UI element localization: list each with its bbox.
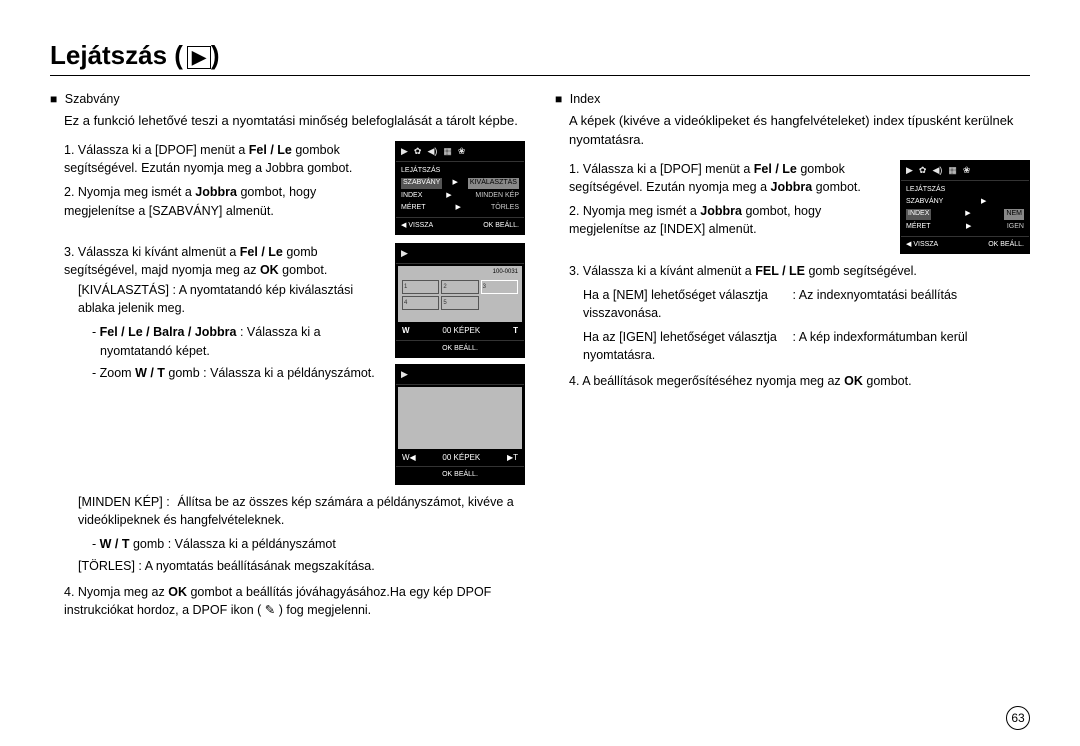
lcd3-wt: W◀ 00 KÉPEK ▶T bbox=[396, 449, 524, 467]
left-steps-1-2: 1. Válassza ki a [DPOF] menüt a Fel / Le… bbox=[64, 141, 525, 235]
lcd4-row4: MÉRET▶IGEN bbox=[906, 221, 1024, 233]
left-intro: Ez a funkció lehetővé teszi a nyomtatási… bbox=[64, 112, 525, 131]
lcd1-row4: MÉRET▶TÖRLES bbox=[401, 202, 519, 214]
left-opt-tor: [TÖRLES] : A nyomtatás beállításának meg… bbox=[78, 557, 525, 575]
right-section-header: ■ Index bbox=[555, 90, 1030, 108]
left-opt-min: [MINDEN KÉP] : Állítsa be az összes kép … bbox=[78, 493, 525, 529]
settings-icon: ❀ bbox=[458, 145, 466, 158]
lcd2-topbar: ▶ bbox=[396, 244, 524, 264]
grid-icon: ▦ bbox=[948, 164, 957, 177]
lcd1-menu: LEJÁTSZÁS SZABVÁNY▶KIVÁLASZTÁS INDEX▶MIN… bbox=[396, 162, 524, 217]
left-section-header: ■ Szabvány bbox=[50, 90, 525, 108]
left-opt-kiv: [KIVÁLASZTÁS] : A nyomtatandó kép kivála… bbox=[78, 281, 385, 317]
lcd4-footer: ◀ VISSZA OK BEÁLL. bbox=[901, 236, 1029, 253]
lcd3-topbar: ▶ bbox=[396, 365, 524, 385]
play-icon: ▶ bbox=[401, 247, 408, 260]
right-opt-igen: Ha az [IGEN] lehetőséget választja : A k… bbox=[583, 328, 1030, 364]
gear-icon: ✿ bbox=[414, 145, 422, 158]
left-column: ■ Szabvány Ez a funkció lehetővé teszi a… bbox=[50, 90, 525, 619]
lcd1-row1: LEJÁTSZÁS bbox=[401, 165, 519, 177]
left-step3: 3. Válassza ki kívánt almenüt a Fel / Le… bbox=[64, 243, 385, 279]
sound-icon: ◀) bbox=[932, 164, 942, 177]
right-step3: 3. Válassza ki a kívánt almenüt a FEL / … bbox=[569, 262, 1030, 280]
lcd2-wt: W 00 KÉPEK T bbox=[396, 322, 524, 340]
page-title: Lejátszás (▶) bbox=[50, 40, 1030, 71]
right-steps-1-2: 1. Válassza ki a [DPOF] menüt a Fel / Le… bbox=[569, 160, 1030, 254]
play-icon: ▶ bbox=[401, 368, 408, 381]
lcd2-grid: 100-0031 123 45 bbox=[398, 266, 522, 322]
left-dash2: - Zoom W / T gomb : Válassza ki a példán… bbox=[92, 364, 385, 382]
left-dash3: - W / T gomb : Válassza ki a példányszám… bbox=[92, 535, 525, 553]
left-section-title: Szabvány bbox=[65, 92, 120, 106]
lcd-screenshot-3: ▶ W◀ 00 KÉPEK ▶T OK BEÁLL. bbox=[395, 364, 525, 485]
settings-icon: ❀ bbox=[963, 164, 971, 177]
lcd3-single bbox=[398, 387, 522, 449]
bullet-icon: ■ bbox=[50, 92, 57, 106]
left-step2: 2. Nyomja meg ismét a Jobbra gombot, hog… bbox=[64, 183, 385, 219]
page-number: 63 bbox=[1006, 706, 1030, 730]
left-step1: 1. Válassza ki a [DPOF] menüt a Fel / Le… bbox=[64, 141, 385, 177]
dpof-icon: ✎ bbox=[265, 603, 275, 617]
right-step4: 4. A beállítások megerősítéséhez nyomja … bbox=[569, 372, 1030, 390]
lcd1-row3: INDEX▶MINDEN KÉP bbox=[401, 190, 519, 202]
right-step1: 1. Válassza ki a [DPOF] menüt a Fel / Le… bbox=[569, 160, 890, 196]
two-column-layout: ■ Szabvány Ez a funkció lehetővé teszi a… bbox=[50, 90, 1030, 619]
left-step3-row: 3. Válassza ki kívánt almenüt a Fel / Le… bbox=[64, 243, 525, 485]
gear-icon: ✿ bbox=[919, 164, 927, 177]
left-step4: 4. Nyomja meg az OK gombot a beállítás j… bbox=[64, 583, 525, 619]
bullet-icon: ■ bbox=[555, 92, 562, 106]
sound-icon: ◀) bbox=[427, 145, 437, 158]
lcd4-menu: LEJÁTSZÁS SZABVÁNY▶ INDEX▶NEM MÉRET▶IGEN bbox=[901, 181, 1029, 236]
grid-icon: ▦ bbox=[443, 145, 452, 158]
right-step-text: 1. Válassza ki a [DPOF] menüt a Fel / Le… bbox=[569, 160, 900, 239]
right-column: ■ Index A képek (kivéve a videóklipeket … bbox=[555, 90, 1030, 619]
title-rule bbox=[50, 75, 1030, 76]
lcd2-imgno: 100-0031 bbox=[493, 268, 518, 277]
lcd-stack: ▶ 100-0031 123 45 W 00 KÉPEK T OK BEÁLL. bbox=[395, 243, 525, 485]
lcd4-row2: SZABVÁNY▶ bbox=[906, 196, 1024, 208]
left-step-text: 1. Válassza ki a [DPOF] menüt a Fel / Le… bbox=[64, 141, 395, 220]
lcd3-footer: OK BEÁLL. bbox=[396, 466, 524, 483]
left-dash1: - Fel / Le / Balra / Jobbra : Válassza k… bbox=[92, 323, 385, 359]
lcd2-thumbs: 123 45 bbox=[402, 280, 518, 310]
right-intro: A képek (kivéve a videóklipeket és hangf… bbox=[569, 112, 1030, 150]
lcd-screenshot-1: ▶ ✿ ◀) ▦ ❀ LEJÁTSZÁS SZABVÁNY▶KIVÁLASZTÁS IN… bbox=[395, 141, 525, 235]
play-mode-icon: ▶ bbox=[187, 46, 211, 69]
lcd4-topbar: ▶ ✿ ◀) ▦ ❀ bbox=[901, 161, 1029, 181]
play-icon: ▶ bbox=[401, 145, 408, 158]
lcd2-footer: OK BEÁLL. bbox=[396, 340, 524, 357]
left-step3-text: 3. Válassza ki kívánt almenüt a Fel / Le… bbox=[64, 243, 395, 386]
lcd-screenshot-4: ▶ ✿ ◀) ▦ ❀ LEJÁTSZÁS SZABVÁNY▶ INDEX▶NEM MÉR… bbox=[900, 160, 1030, 254]
lcd-screenshot-2: ▶ 100-0031 123 45 W 00 KÉPEK T OK BEÁLL. bbox=[395, 243, 525, 358]
lcd4-row3: INDEX▶NEM bbox=[906, 208, 1024, 220]
right-step2: 2. Nyomja meg ismét a Jobbra gombot, hog… bbox=[569, 202, 890, 238]
right-opt-nem: Ha a [NEM] lehetőséget választja : Az in… bbox=[583, 286, 1030, 322]
right-section-title: Index bbox=[570, 92, 601, 106]
play-icon: ▶ bbox=[906, 164, 913, 177]
page-title-text: Lejátszás bbox=[50, 40, 167, 70]
lcd1-row2: SZABVÁNY▶KIVÁLASZTÁS bbox=[401, 177, 519, 189]
lcd1-footer: ◀ VISSZA OK BEÁLL. bbox=[396, 217, 524, 234]
lcd1-topbar: ▶ ✿ ◀) ▦ ❀ bbox=[396, 142, 524, 162]
lcd4-row1: LEJÁTSZÁS bbox=[906, 184, 1024, 196]
